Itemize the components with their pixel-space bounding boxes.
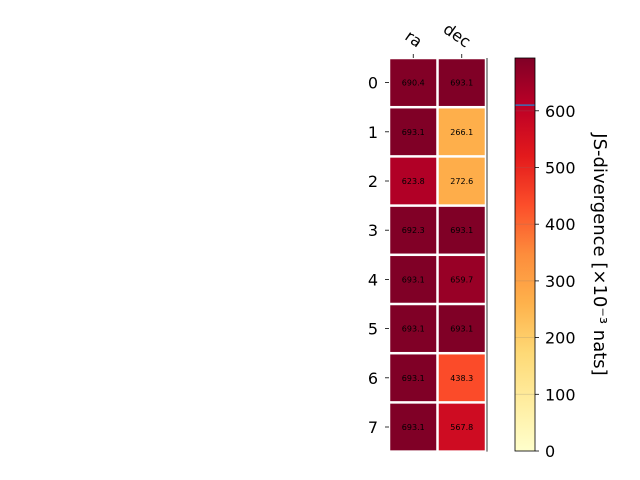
y-tick-label-7: 7 bbox=[368, 418, 378, 437]
heatmap-cell-r2-c0 bbox=[390, 157, 437, 205]
cell-value-label-r5-c0: 693.1 bbox=[402, 325, 425, 334]
heatmap-cell-r0-c1 bbox=[438, 59, 485, 106]
colorbar-gradient bbox=[515, 58, 535, 451]
y-tick-label-0: 0 bbox=[368, 74, 378, 93]
heatmap-cell-r1-c0 bbox=[390, 108, 437, 156]
heatmap-cell-r7-c1 bbox=[438, 403, 485, 451]
y-tick-label-3: 3 bbox=[368, 221, 378, 240]
colorbar-tick-label-1: 100 bbox=[545, 385, 576, 404]
colorbar-axis-label: JS-divergence [×10⁻³ nats] bbox=[589, 132, 610, 375]
heatmap-cell-r3-c1 bbox=[438, 206, 485, 254]
cell-value-label-r6-c1: 438.3 bbox=[450, 374, 473, 383]
heatmap-cell-r4-c1 bbox=[438, 256, 485, 303]
y-tick-label-4: 4 bbox=[368, 270, 378, 289]
colorbar: 0 100 200 300 400 500 600 JS-divergence [×10⁻³ … bbox=[514, 57, 610, 461]
x-tick-label-0: ra bbox=[402, 26, 426, 51]
heatmap-cell-r7-c0 bbox=[390, 403, 437, 451]
y-tick-label-6: 6 bbox=[368, 369, 378, 388]
colorbar-tick-label-0: 0 bbox=[545, 442, 555, 461]
cell-value-label-r0-c0: 690.4 bbox=[402, 79, 425, 88]
cell-value-label-r3-c0: 692.3 bbox=[402, 226, 425, 235]
cell-value-label-r0-c1: 693.1 bbox=[450, 79, 473, 88]
cell-value-label-r2-c0: 623.8 bbox=[402, 177, 425, 186]
cell-value-label-r1-c1: 266.1 bbox=[450, 128, 473, 137]
cell-value-label-r6-c0: 693.1 bbox=[402, 374, 425, 383]
colorbar-tick-label-5: 500 bbox=[545, 158, 576, 177]
heatmap-cell-r3-c0 bbox=[390, 206, 437, 254]
y-tick-label-1: 1 bbox=[368, 123, 378, 142]
heatmap-cell-r4-c0 bbox=[390, 256, 437, 303]
cell-value-label-r7-c0: 693.1 bbox=[402, 423, 425, 432]
cell-value-label-r4-c0: 693.1 bbox=[402, 275, 425, 284]
heatmap-cell-r0-c0 bbox=[390, 59, 437, 106]
colorbar-tick-label-2: 200 bbox=[545, 329, 576, 348]
colorbar-tick-label-4: 400 bbox=[545, 215, 576, 234]
heatmap-cell-r1-c1 bbox=[438, 108, 485, 156]
cell-value-label-r3-c1: 693.1 bbox=[450, 226, 473, 235]
heatmap-cell-r6-c0 bbox=[390, 354, 437, 402]
heatmap-cell-r5-c0 bbox=[390, 305, 437, 352]
heatmap-cell-r6-c1 bbox=[438, 354, 485, 402]
cell-value-label-r2-c1: 272.6 bbox=[450, 177, 473, 186]
y-tick-label-5: 5 bbox=[368, 320, 378, 339]
heatmap-cell-r5-c1 bbox=[438, 305, 485, 352]
cell-value-label-r7-c1: 567.8 bbox=[450, 423, 473, 432]
colorbar-frame bbox=[514, 57, 536, 452]
colorbar-tick-label-3: 300 bbox=[545, 272, 576, 291]
cell-value-label-r4-c1: 659.7 bbox=[450, 275, 473, 284]
x-tick-label-1: dec bbox=[440, 19, 474, 51]
colorbar-tick-label-6: 600 bbox=[545, 102, 576, 121]
cell-value-label-r5-c1: 693.1 bbox=[450, 325, 473, 334]
cell-value-label-r1-c0: 693.1 bbox=[402, 128, 425, 137]
heatmap-grid: 690.4 693.1 693.1 266.1 623.8 272.6 692.3 693.1… bbox=[368, 19, 488, 452]
heatmap-cell-r2-c1 bbox=[438, 157, 485, 205]
y-tick-label-2: 2 bbox=[368, 172, 378, 191]
